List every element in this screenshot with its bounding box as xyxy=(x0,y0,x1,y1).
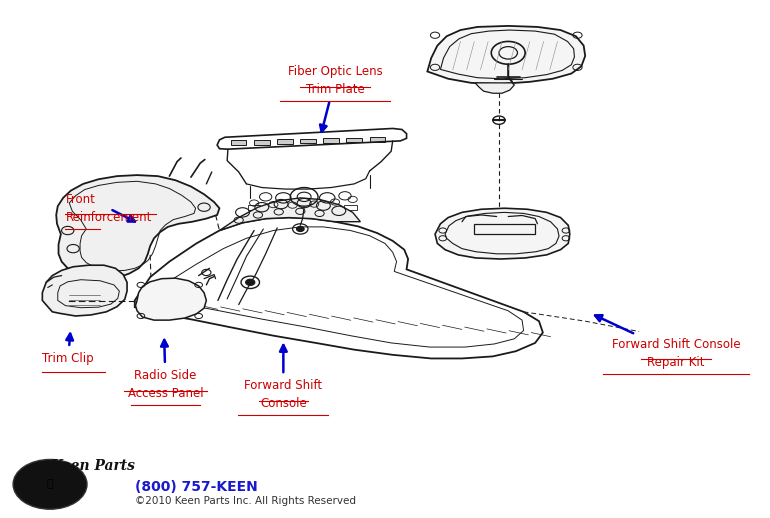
FancyBboxPatch shape xyxy=(346,138,362,142)
Text: 🚗: 🚗 xyxy=(47,479,53,490)
FancyBboxPatch shape xyxy=(447,38,507,74)
Bar xyxy=(288,205,300,210)
Text: ©2010 Keen Parts Inc. All Rights Reserved: ©2010 Keen Parts Inc. All Rights Reserve… xyxy=(135,496,356,506)
Text: Radio Side
Access Panel: Radio Side Access Panel xyxy=(128,340,203,400)
Polygon shape xyxy=(42,265,127,316)
Bar xyxy=(267,205,280,210)
Circle shape xyxy=(13,459,87,509)
Bar xyxy=(344,205,357,210)
Text: Trim Clip: Trim Clip xyxy=(42,334,94,365)
Text: Fiber Optic Lens
Trim Plate: Fiber Optic Lens Trim Plate xyxy=(287,65,383,132)
Text: Forward Shift
Console: Forward Shift Console xyxy=(244,345,323,410)
FancyBboxPatch shape xyxy=(231,140,246,145)
FancyBboxPatch shape xyxy=(300,139,316,143)
Text: Forward Shift Console
Repair Kit: Forward Shift Console Repair Kit xyxy=(595,315,741,369)
FancyBboxPatch shape xyxy=(254,140,270,145)
FancyBboxPatch shape xyxy=(323,138,339,143)
Bar xyxy=(308,205,320,210)
Text: Keen Parts: Keen Parts xyxy=(50,459,135,473)
Polygon shape xyxy=(136,278,206,320)
Text: (800) 757-KEEN: (800) 757-KEEN xyxy=(135,480,257,494)
Bar xyxy=(248,205,260,210)
Bar xyxy=(326,205,339,210)
Polygon shape xyxy=(56,175,219,279)
Polygon shape xyxy=(475,83,514,93)
FancyBboxPatch shape xyxy=(506,38,566,74)
FancyBboxPatch shape xyxy=(277,139,293,144)
Polygon shape xyxy=(435,208,570,259)
Text: Front
Reinforcement: Front Reinforcement xyxy=(65,193,152,224)
Circle shape xyxy=(296,226,304,232)
Polygon shape xyxy=(219,198,360,231)
FancyBboxPatch shape xyxy=(370,137,385,142)
Polygon shape xyxy=(427,26,585,84)
Circle shape xyxy=(246,279,255,285)
